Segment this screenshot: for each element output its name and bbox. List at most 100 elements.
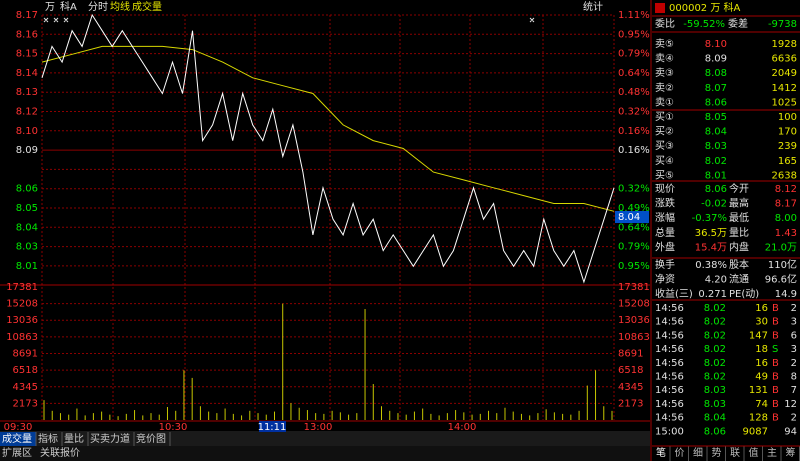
volume-label: 10863: [6, 332, 38, 343]
quote-value: 8.06: [705, 184, 727, 195]
price-label: 8.06: [16, 184, 38, 195]
current-price-box: [615, 211, 649, 223]
panel-button[interactable]: 联: [730, 447, 740, 459]
tab-active: [0, 432, 36, 446]
volume-label-r: 13036: [618, 315, 650, 326]
trade-volume: 16: [755, 358, 768, 369]
panel-button[interactable]: 细: [693, 446, 703, 459]
book-volume: 6636: [772, 54, 797, 65]
panel-button[interactable]: 值: [749, 446, 759, 459]
volume-label: 8691: [13, 348, 38, 359]
quote-label: 股本: [729, 258, 749, 271]
book-label: 买④: [655, 155, 674, 167]
price-label: 8.03: [16, 242, 38, 253]
trade-count: 6: [791, 330, 797, 341]
trade-volume: 128: [749, 413, 768, 424]
trade-count: 8: [791, 372, 797, 383]
trade-time: 15:00: [655, 426, 684, 437]
trade-count: 2: [791, 358, 797, 369]
trade-time: 14:56: [655, 303, 684, 314]
trade-side: B: [772, 413, 779, 424]
trade-volume: 131: [749, 385, 768, 396]
panel-button[interactable]: 势: [712, 446, 722, 459]
book-label: 买①: [655, 111, 674, 123]
trade-count: 3: [791, 344, 797, 355]
quote-value: 0.271: [698, 289, 727, 300]
tab[interactable]: 买卖力道: [90, 432, 130, 445]
panel-button[interactable]: 筹: [786, 446, 796, 459]
book-label: 买⑤: [655, 169, 674, 181]
trade-volume: 147: [749, 330, 768, 341]
book-price: 8.05: [705, 112, 727, 123]
book-label: 买②: [655, 126, 674, 138]
panel-button[interactable]: 价: [675, 447, 685, 459]
quote-label: 最高: [729, 197, 749, 210]
tab[interactable]: 竞价图: [136, 432, 166, 445]
trade-volume: 18: [755, 344, 768, 355]
panel-button[interactable]: 笔: [656, 446, 666, 459]
trade-count: 3: [791, 317, 797, 328]
ratio-label: 委比: [655, 17, 675, 30]
book-label: 卖②: [655, 82, 674, 94]
price-label: 8.01: [16, 261, 38, 272]
quote-value: -0.37%: [692, 213, 727, 224]
volume-label-r: 8691: [618, 348, 643, 359]
quote-value: 8.00: [775, 213, 797, 224]
percent-label: 0.49%: [618, 203, 650, 214]
percent-label: 0.79%: [618, 49, 650, 60]
quote-value: 15.4万: [695, 242, 727, 253]
book-price: 8.08: [705, 68, 727, 79]
volume-label: 15208: [6, 299, 38, 310]
book-price: 8.10: [705, 39, 727, 50]
price-line: [41, 13, 615, 284]
tab[interactable]: 量比: [64, 433, 84, 445]
volume-label: 6518: [13, 365, 38, 376]
book-label: 卖③: [655, 67, 674, 79]
quote-label: 涨幅: [655, 211, 675, 224]
trade-price: 8.03: [704, 385, 726, 396]
price-label: 8.14: [16, 68, 38, 79]
book-label: 卖④: [655, 53, 674, 65]
price-label: 8.17: [16, 10, 38, 21]
trade-time: 14:56: [655, 330, 684, 341]
toolbar-item[interactable]: 均线: [110, 0, 130, 13]
tab-bar-2: [0, 446, 650, 461]
quote-label: 流通: [729, 273, 749, 286]
percent-label: 0.48%: [618, 87, 650, 98]
quote-value: 8.12: [775, 184, 797, 195]
tab2[interactable]: 关联报价: [40, 446, 80, 459]
book-label: 买③: [655, 140, 674, 152]
toolbar-item[interactable]: 科A: [60, 0, 77, 13]
tab2[interactable]: 扩展区: [2, 446, 32, 459]
quote-label: 涨跌: [655, 197, 675, 210]
book-price: 8.04: [705, 127, 727, 138]
trade-price: 8.03: [704, 399, 726, 410]
percent-label: 0.16%: [618, 126, 650, 137]
book-price: 8.03: [705, 141, 727, 152]
avg-line: [41, 45, 615, 212]
quote-label: 外盘: [655, 240, 675, 253]
quote-value: 36.5万: [695, 228, 727, 239]
volume-label: 4345: [13, 382, 38, 393]
panel-title: 000002 万 科A: [669, 1, 741, 14]
trade-time: 14:56: [655, 413, 684, 424]
trade-side: B: [772, 399, 779, 410]
toolbar-item[interactable]: 万: [45, 2, 55, 13]
trade-time: 14:56: [655, 399, 684, 410]
panel-button[interactable]: 主: [767, 447, 777, 459]
percent-label: 0.32%: [618, 184, 650, 195]
ratio-label: 委差: [728, 17, 748, 30]
book-price: 8.07: [705, 83, 727, 94]
tab[interactable]: 成交量: [2, 432, 32, 445]
trade-time: 14:56: [655, 372, 684, 383]
price-label: 8.16: [16, 29, 38, 40]
book-volume: 1025: [772, 97, 797, 108]
close-marks: [43, 17, 535, 23]
tab[interactable]: 指标: [38, 432, 58, 445]
stats-button[interactable]: 统计: [583, 0, 603, 13]
trade-count: 2: [791, 303, 797, 314]
toolbar-item[interactable]: 分时: [88, 1, 108, 13]
toolbar-item[interactable]: 成交量: [132, 0, 162, 13]
trade-price: 8.02: [704, 372, 726, 383]
price-label: 8.15: [16, 49, 38, 60]
